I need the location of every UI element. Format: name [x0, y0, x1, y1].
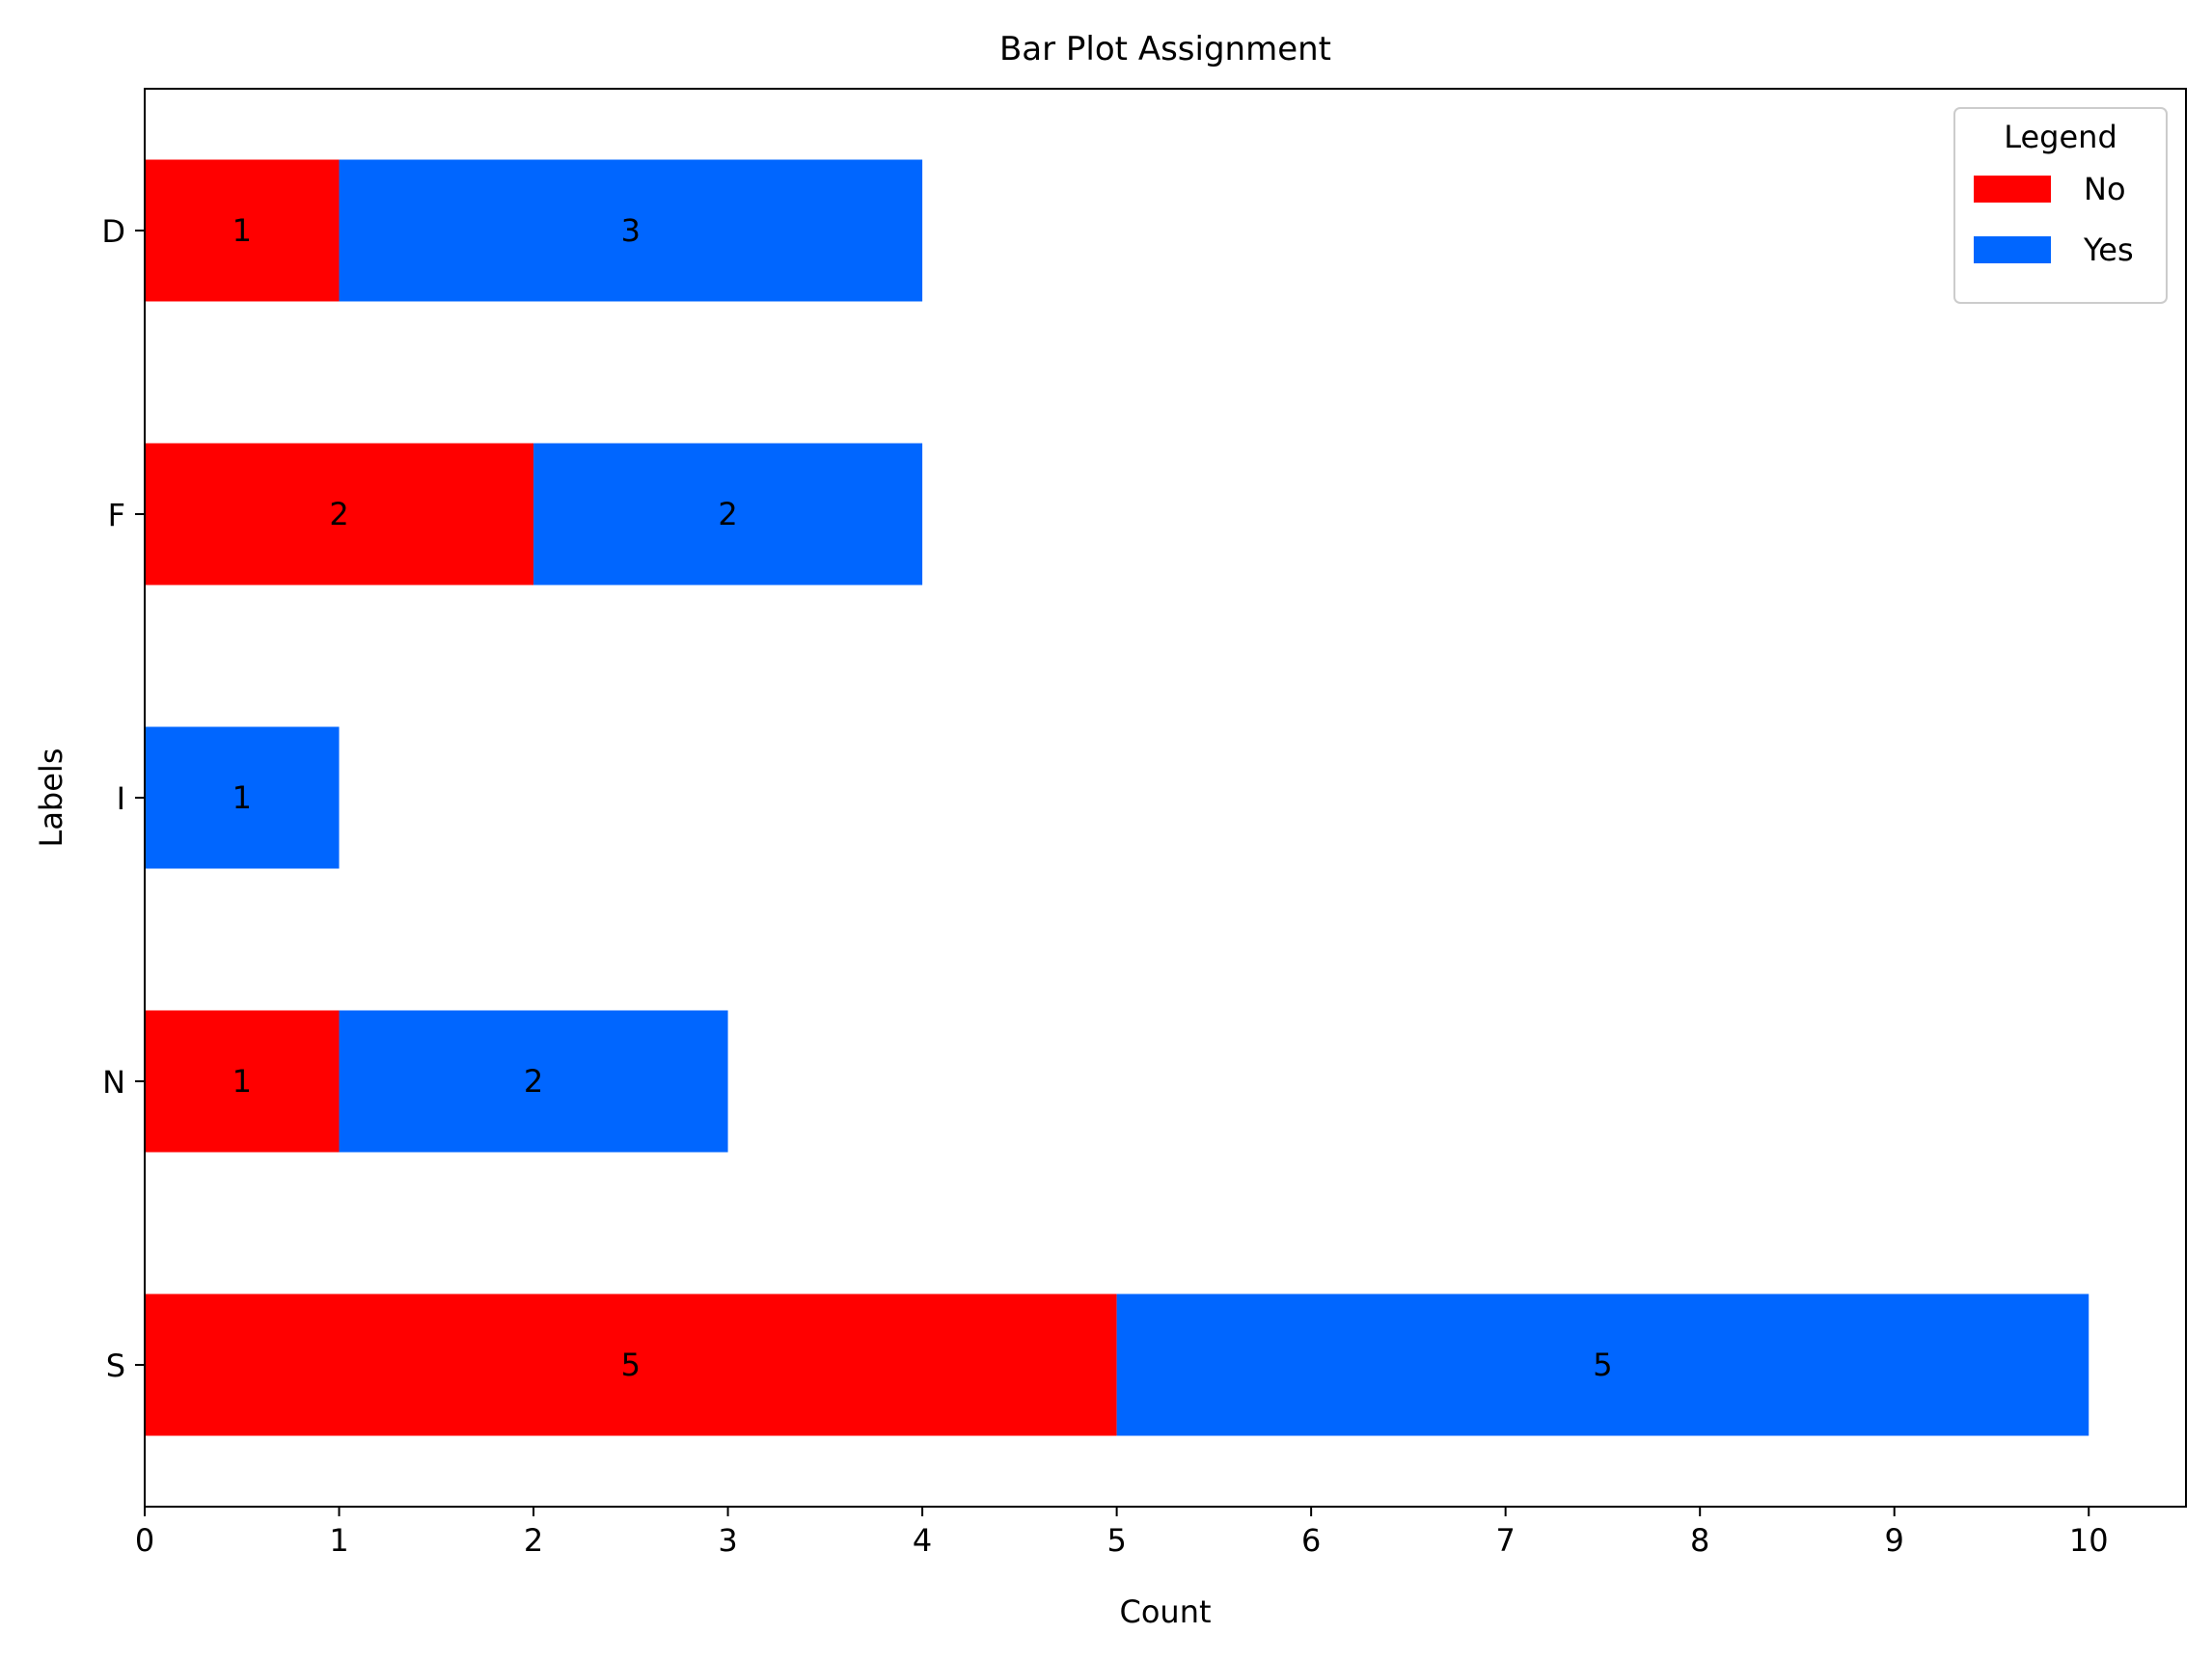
y-tick-label: D	[101, 213, 125, 250]
y-tick-label: I	[117, 780, 125, 817]
bar-value-labels: 5 5 1 2 1 2 2 1 3	[232, 212, 1613, 1383]
bar-value-label: 2	[524, 1063, 543, 1100]
x-axis: 0 1 2 3 4 5 6 7 8 9 10	[135, 1507, 2109, 1559]
bar-s-no	[145, 1293, 1117, 1436]
x-tick-label: 7	[1495, 1522, 1515, 1559]
legend-title: Legend	[2004, 119, 2117, 155]
y-axis: S N I F D	[101, 213, 145, 1384]
bar-s-yes	[1116, 1293, 2089, 1436]
x-tick-label: 5	[1106, 1522, 1126, 1559]
bar-f-yes	[533, 443, 923, 585]
bar-value-label: 2	[718, 496, 737, 532]
x-tick-label: 1	[329, 1522, 348, 1559]
bar-f-no	[145, 443, 534, 585]
bar-value-label: 2	[329, 496, 348, 532]
x-tick-label: 8	[1690, 1522, 1709, 1559]
legend-label-yes: Yes	[2083, 231, 2134, 268]
bar-value-label: 1	[232, 779, 252, 816]
legend-label-no: No	[2084, 171, 2126, 207]
x-tick-label: 2	[524, 1522, 543, 1559]
legend-swatch-yes	[1974, 236, 2051, 263]
x-tick-label: 3	[718, 1522, 737, 1559]
y-tick-label: S	[106, 1348, 125, 1384]
x-tick-label: 9	[1885, 1522, 1904, 1559]
x-tick-label: 10	[2069, 1522, 2109, 1559]
bar-d-no	[145, 159, 340, 302]
chart-title: Bar Plot Assignment	[999, 30, 1331, 68]
y-tick-label: N	[102, 1064, 125, 1101]
legend: Legend No Yes	[1953, 107, 2168, 304]
bar-value-label: 1	[232, 1063, 252, 1100]
x-tick-label: 0	[135, 1522, 154, 1559]
legend-swatch-no	[1974, 176, 2051, 203]
bar-value-label: 1	[232, 212, 252, 249]
bar-value-label: 3	[621, 212, 641, 249]
y-tick-label: F	[108, 497, 125, 533]
bar-i-yes	[145, 726, 340, 869]
bar-value-label: 5	[621, 1347, 641, 1383]
bar-n-no	[145, 1010, 340, 1153]
bar-value-label: 5	[1593, 1347, 1612, 1383]
bars-layer	[145, 159, 2089, 1436]
x-axis-label: Count	[1119, 1593, 1211, 1630]
bar-d-yes	[339, 159, 923, 302]
bar-n-yes	[339, 1010, 728, 1153]
x-tick-label: 4	[913, 1522, 932, 1559]
y-axis-label: Labels	[33, 749, 69, 848]
x-tick-label: 6	[1301, 1522, 1321, 1559]
